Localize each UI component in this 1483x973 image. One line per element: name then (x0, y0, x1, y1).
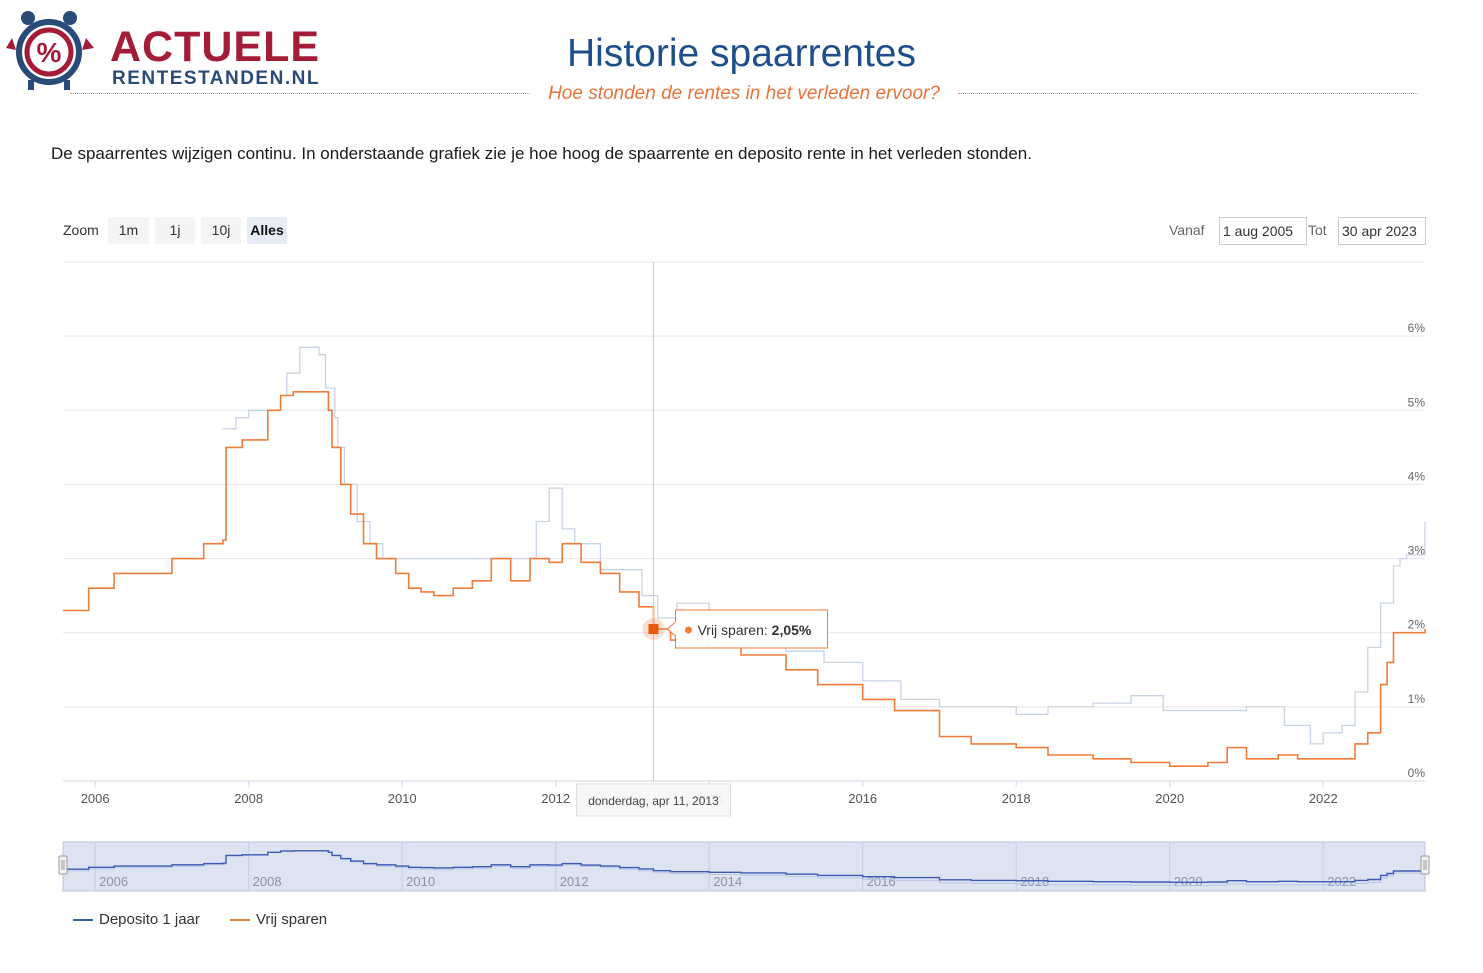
brand-logo[interactable]: % ACTUELE RENTESTANDEN.NL (6, 8, 319, 92)
chart-grid (63, 261, 1425, 787)
x-tick-label: 2008 (234, 791, 263, 806)
x-tick-label: 2012 (541, 791, 570, 806)
zoom-button-1m[interactable]: 1m (108, 217, 149, 244)
legend-label-vrij-sparen: Vrij sparen (256, 911, 328, 928)
range-from-label: Vanaf (1169, 222, 1205, 238)
divider-right (958, 93, 1418, 94)
zoom-label: Zoom (63, 222, 99, 238)
hover-halo (642, 618, 665, 641)
hover-marker (648, 624, 659, 635)
y-tick-label: 5% (1408, 395, 1426, 409)
x-tick-label: 2018 (1002, 791, 1031, 806)
brand-domain: RENTESTANDEN.NL (112, 68, 320, 89)
tooltip-date-box (575, 783, 731, 817)
navigator-label: 2016 (867, 874, 896, 889)
crosshair (642, 262, 665, 781)
tooltip-dot (684, 626, 692, 634)
navigator-window (62, 841, 1426, 892)
zoom-button-1j[interactable]: 1j (155, 217, 195, 244)
y-tick-label: 1% (1408, 692, 1426, 706)
x-tick-label: 2014 (695, 791, 724, 806)
range-to-label: Tot (1308, 222, 1327, 238)
x-tick-label: 2020 (1155, 791, 1184, 806)
zoom-button-10j[interactable]: 10j (201, 217, 241, 244)
range-to-input[interactable]: 30 apr 2023 (1338, 217, 1426, 245)
y-tick-label: 0% (1408, 766, 1426, 780)
navigator-handle-right[interactable] (1420, 855, 1430, 875)
navigator-label: 2020 (1174, 874, 1203, 889)
navigator-series-vrij-sparen (63, 850, 1426, 887)
legend-item-vrij-sparen[interactable]: Vrij sparen (230, 910, 327, 930)
navigator-handle-left[interactable] (58, 855, 68, 875)
x-tick-label: 2010 (388, 791, 417, 806)
intro-text: De spaarrentes wijzigen continu. In onde… (51, 144, 1032, 163)
tooltip-text: Vrij sparen: 2,05% (697, 622, 811, 638)
subtitle-row: Hoe stonden de rentes in het verleden er… (70, 82, 1418, 106)
x-tick-label: 2022 (1309, 791, 1338, 806)
navigator-label: 2018 (1020, 874, 1049, 889)
navigator-label: 2014 (713, 874, 742, 889)
y-axis-labels: 0% 1% 2% 3% 4% 5% 6% (1408, 321, 1426, 780)
navigator-label: 2006 (99, 874, 128, 889)
y-tick-label: 2% (1408, 618, 1426, 632)
navigator-label: 2022 (1327, 874, 1356, 889)
x-tick-label: 2006 (81, 791, 110, 806)
tooltip-box (666, 609, 828, 649)
page-title: Historie spaarrentes (567, 32, 916, 75)
page-subtitle: Hoe stonden de rentes in het verleden er… (548, 83, 940, 104)
tooltip-date: donderdag, apr 11, 2013 (588, 794, 719, 808)
divider-left (70, 93, 530, 94)
navigator-label: 2012 (560, 874, 589, 889)
y-tick-label: 4% (1408, 469, 1426, 483)
navigator[interactable]: 2006 2008 2010 2012 2014 2016 2018 2020 2022 (58, 841, 1430, 892)
legend-label-deposito: Deposito 1 jaar (99, 911, 200, 928)
brand-name: ACTUELE (110, 23, 321, 71)
legend-swatch-vrij-sparen (230, 919, 250, 922)
zoom-button-alles[interactable]: Alles (247, 217, 287, 244)
alarm-clock-percent-icon: % (6, 11, 94, 90)
legend-swatch-deposito (73, 919, 93, 922)
y-tick-label: 3% (1408, 544, 1426, 558)
x-axis-labels: 2006 2008 2010 2012 2014 2016 2018 2020 2022 (81, 791, 1338, 806)
tooltip: Vrij sparen: 2,05% donderdag, apr 11, 201… (575, 609, 828, 817)
navigator-label: 2008 (253, 874, 282, 889)
y-tick-label: 6% (1408, 321, 1426, 335)
chart-series (63, 346, 1426, 767)
svg-text:%: % (37, 37, 62, 68)
range-from-input[interactable]: 1 aug 2005 (1219, 217, 1307, 245)
x-tick-label: 2016 (848, 791, 877, 806)
navigator-series-deposito (63, 850, 1426, 883)
series-line-deposito (223, 346, 1426, 745)
series-line-vrij-sparen (63, 391, 1426, 767)
legend-item-deposito[interactable]: Deposito 1 jaar (73, 910, 200, 930)
navigator-label: 2010 (406, 874, 435, 889)
